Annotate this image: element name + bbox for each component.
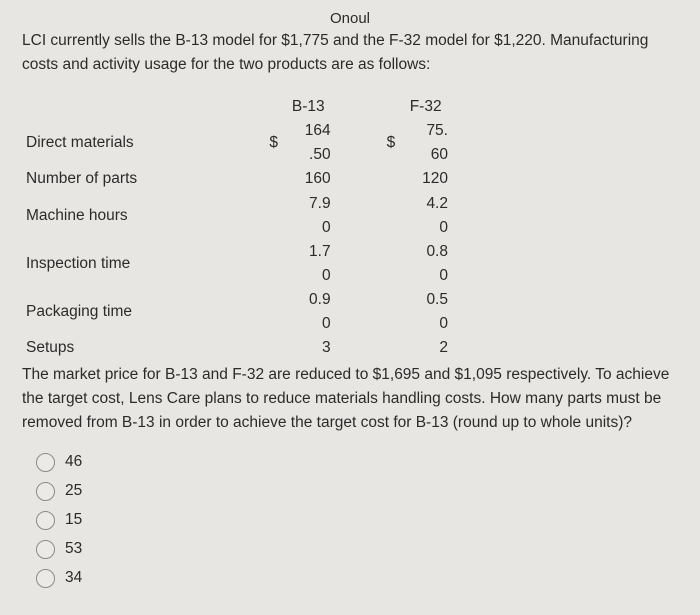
radio-icon[interactable] xyxy=(36,540,55,559)
radio-icon[interactable] xyxy=(36,453,55,472)
cell-value: 0 xyxy=(282,312,335,336)
options-group: 46 25 15 53 34 xyxy=(36,453,678,588)
row-label: Machine hours xyxy=(22,192,256,240)
cost-table: B-13 F-32 Direct materials $ 164 $ 75. .… xyxy=(22,95,452,361)
cell-value: 0 xyxy=(399,264,452,288)
row-label: Setups xyxy=(22,336,256,360)
cell-value: 164 xyxy=(282,119,335,143)
radio-icon[interactable] xyxy=(36,569,55,588)
cell-value: 0.9 xyxy=(282,288,335,312)
option-row[interactable]: 25 xyxy=(36,482,678,501)
cell-value: 60 xyxy=(399,143,452,167)
header-fragment: Onoul xyxy=(22,10,678,27)
cell-value: 0 xyxy=(399,216,452,240)
option-label: 53 xyxy=(65,540,82,558)
row-label: Inspection time xyxy=(22,240,256,288)
option-label: 15 xyxy=(65,511,82,529)
row-label: Direct materials xyxy=(22,119,256,167)
currency-symbol: $ xyxy=(256,119,281,167)
option-row[interactable]: 15 xyxy=(36,511,678,530)
intro-text: LCI currently sells the B-13 model for $… xyxy=(22,29,678,77)
cell-value: 0 xyxy=(282,264,335,288)
cell-value: 4.2 xyxy=(399,192,452,216)
col-header-b13: B-13 xyxy=(282,95,335,119)
cell-value: 7.9 xyxy=(282,192,335,216)
col-header-f32: F-32 xyxy=(399,95,452,119)
row-label: Packaging time xyxy=(22,288,256,336)
cell-value: 0 xyxy=(282,216,335,240)
cell-value: 0.8 xyxy=(399,240,452,264)
option-label: 46 xyxy=(65,453,82,471)
radio-icon[interactable] xyxy=(36,511,55,530)
cell-value: 160 xyxy=(282,167,335,191)
option-label: 25 xyxy=(65,482,82,500)
currency-symbol: $ xyxy=(374,119,399,167)
option-label: 34 xyxy=(65,569,82,587)
cell-value: 2 xyxy=(399,336,452,360)
cell-value: 0.5 xyxy=(399,288,452,312)
cell-value: 0 xyxy=(399,312,452,336)
row-label: Number of parts xyxy=(22,167,256,191)
option-row[interactable]: 46 xyxy=(36,453,678,472)
cell-value: 3 xyxy=(282,336,335,360)
cell-value: .50 xyxy=(282,143,335,167)
cell-value: 120 xyxy=(399,167,452,191)
option-row[interactable]: 34 xyxy=(36,569,678,588)
radio-icon[interactable] xyxy=(36,482,55,501)
cell-value: 1.7 xyxy=(282,240,335,264)
option-row[interactable]: 53 xyxy=(36,540,678,559)
question-text: The market price for B-13 and F-32 are r… xyxy=(22,363,678,435)
cell-value: 75. xyxy=(399,119,452,143)
